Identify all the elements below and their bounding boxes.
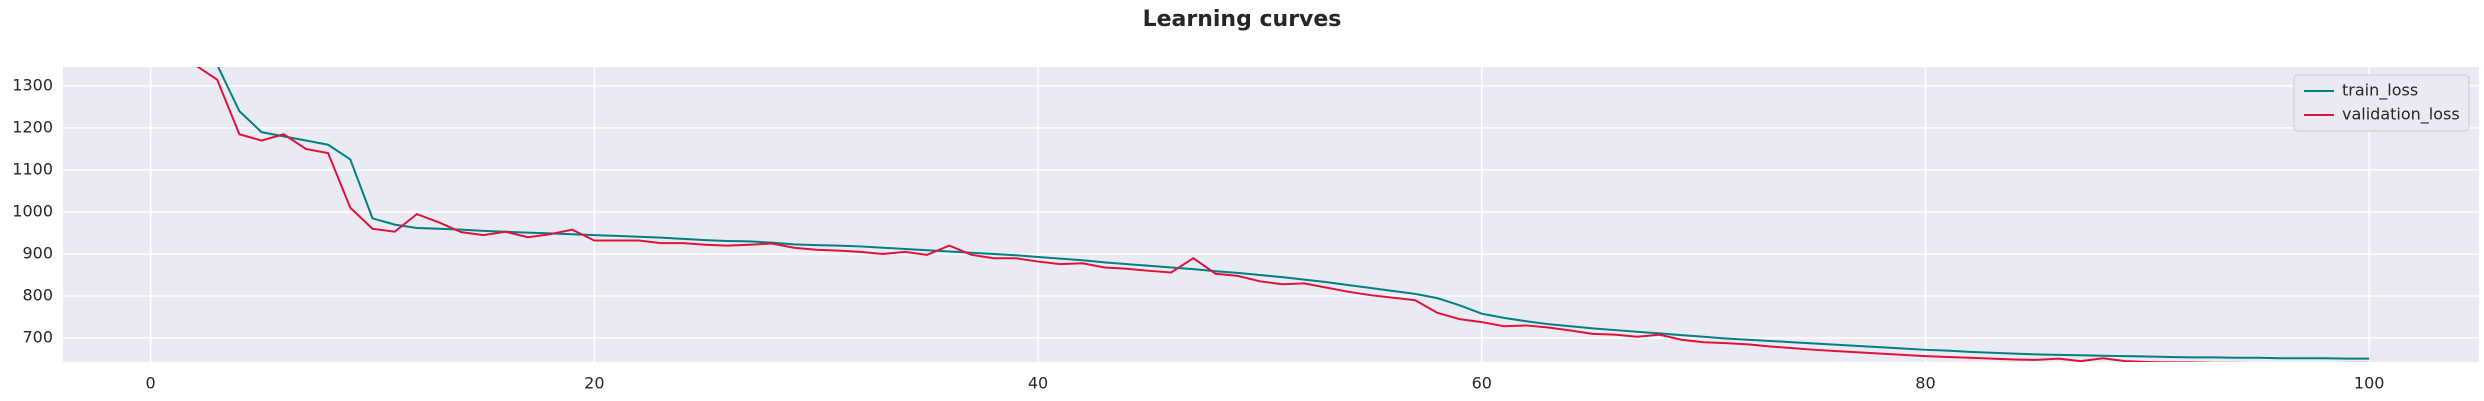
legend-label: validation_loss: [2342, 105, 2460, 125]
x-tick-label: 60: [1472, 374, 1492, 393]
series-line: [217, 67, 2370, 360]
plot-lines: [196, 67, 2370, 362]
x-tick-label: 80: [1915, 374, 1935, 393]
series-line: [196, 67, 2370, 362]
x-tick-label: 20: [584, 374, 604, 393]
x-tick-label: 0: [146, 374, 156, 393]
chart-title: Learning curves: [1143, 7, 1342, 32]
plot-area: [63, 67, 2479, 362]
y-tick-label: 800: [22, 286, 53, 305]
y-tick-label: 900: [22, 244, 53, 263]
legend-box: [2293, 74, 2470, 132]
x-tick-label: 100: [2354, 374, 2385, 393]
y-tick-label: 1000: [12, 201, 53, 220]
legend-label: train_loss: [2342, 81, 2418, 101]
y-tick-label: 700: [22, 328, 53, 347]
y-tick-label: 1100: [12, 159, 53, 178]
x-tick-label: 40: [1028, 374, 1048, 393]
y-tick-label: 1200: [12, 117, 53, 136]
y-tick-label: 1300: [12, 75, 53, 94]
